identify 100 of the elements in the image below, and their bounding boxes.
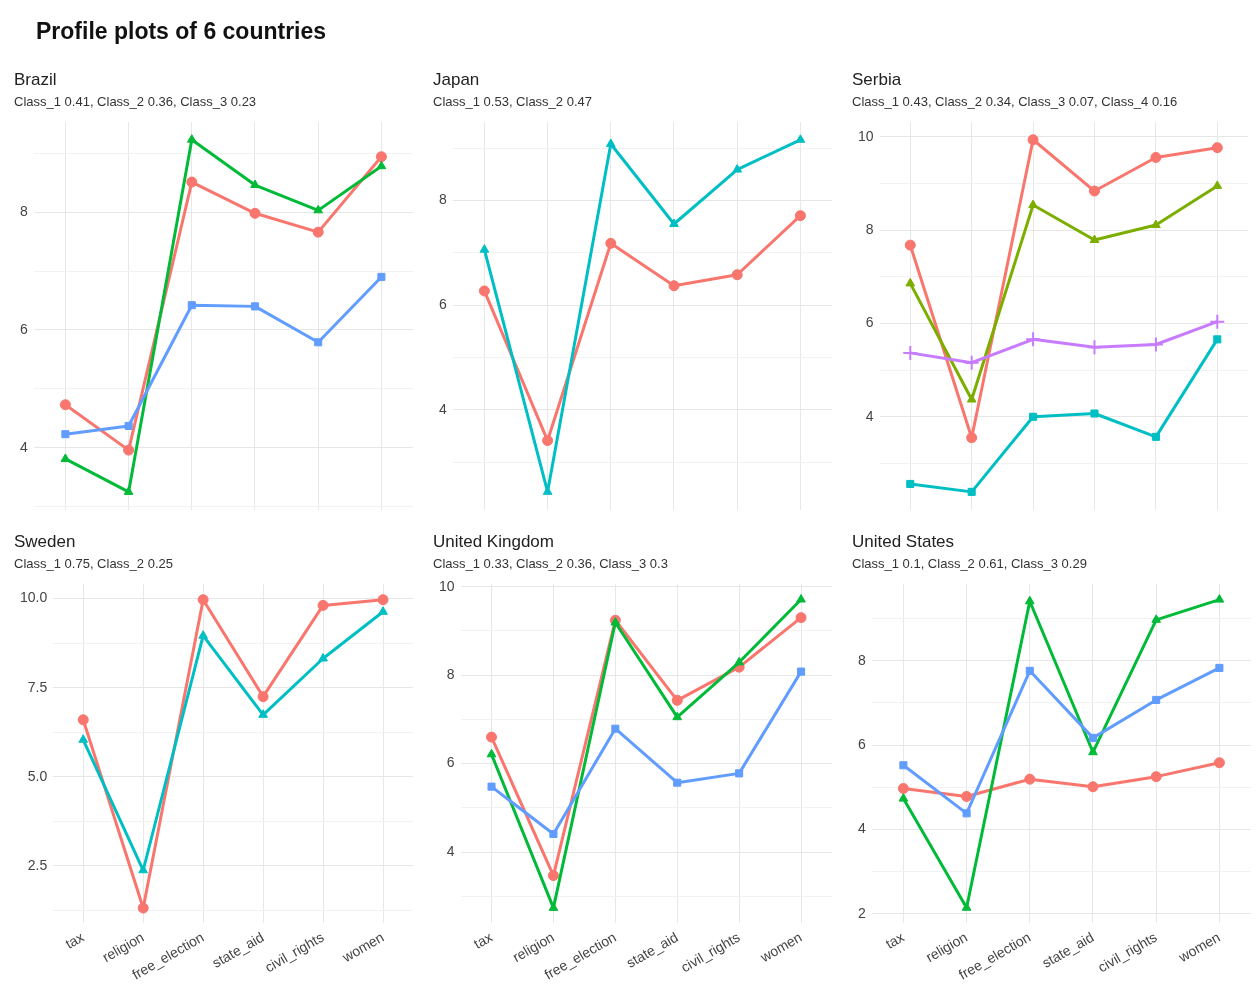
point bbox=[1213, 757, 1225, 769]
point bbox=[313, 204, 324, 214]
point bbox=[317, 599, 329, 611]
y-tick-label: 8 bbox=[446, 666, 455, 683]
chart-title: Japan bbox=[433, 69, 480, 89]
y-tick-label: 8 bbox=[865, 221, 874, 238]
point bbox=[966, 432, 978, 444]
point bbox=[1150, 151, 1162, 163]
point bbox=[60, 453, 71, 462]
y-tick-label: 2 bbox=[857, 904, 866, 921]
point bbox=[486, 731, 498, 743]
point bbox=[673, 778, 682, 787]
point bbox=[1215, 663, 1224, 672]
point bbox=[312, 226, 324, 238]
point bbox=[1151, 432, 1160, 441]
point bbox=[123, 486, 134, 495]
point bbox=[668, 280, 680, 292]
point bbox=[123, 444, 135, 456]
point bbox=[249, 207, 261, 219]
chart-title: Serbia bbox=[852, 69, 902, 89]
point bbox=[1088, 733, 1098, 742]
point bbox=[794, 210, 806, 222]
point bbox=[318, 653, 328, 662]
y-tick-label: 7.5 bbox=[27, 678, 48, 695]
point bbox=[967, 487, 976, 496]
chart-subtitle: Class_1 0.41, Class_2 0.36, Class_3 0.23 bbox=[14, 93, 257, 109]
point bbox=[378, 606, 388, 615]
point bbox=[487, 782, 496, 791]
point bbox=[1086, 339, 1103, 356]
point bbox=[1151, 219, 1161, 229]
y-tick-label: 10 bbox=[438, 577, 455, 594]
y-tick-label: 4 bbox=[446, 842, 455, 859]
y-tick-label: 6 bbox=[857, 735, 866, 752]
chart-title: United Kingdom bbox=[433, 531, 554, 551]
point bbox=[899, 761, 908, 770]
point bbox=[605, 237, 617, 249]
point bbox=[377, 272, 386, 281]
point bbox=[1209, 313, 1226, 330]
point bbox=[375, 151, 387, 163]
point bbox=[795, 134, 806, 143]
point bbox=[78, 734, 89, 743]
point bbox=[966, 394, 977, 403]
point bbox=[542, 435, 554, 447]
point bbox=[250, 179, 260, 189]
point bbox=[59, 399, 71, 411]
point bbox=[732, 164, 743, 173]
point bbox=[731, 269, 743, 281]
point bbox=[250, 302, 260, 311]
chart-title: Brazil bbox=[14, 69, 57, 89]
y-tick-label: 4 bbox=[865, 407, 874, 424]
point bbox=[734, 656, 744, 666]
point bbox=[186, 176, 198, 188]
point bbox=[962, 809, 971, 818]
chart-subtitle: Class_1 0.1, Class_2 0.61, Class_3 0.29 bbox=[852, 555, 1087, 571]
y-tick-label: 4 bbox=[19, 438, 28, 455]
point bbox=[905, 277, 916, 287]
point bbox=[1212, 180, 1223, 189]
point bbox=[1025, 331, 1042, 348]
point bbox=[61, 430, 70, 439]
point bbox=[186, 134, 197, 143]
x-tick-label: tax bbox=[470, 928, 495, 952]
y-tick-label: 6 bbox=[438, 295, 447, 312]
point bbox=[1025, 666, 1034, 675]
point bbox=[735, 769, 744, 778]
y-tick-label: 2.5 bbox=[27, 856, 48, 873]
point bbox=[1214, 594, 1225, 603]
point bbox=[906, 479, 915, 488]
point bbox=[1213, 335, 1222, 344]
point bbox=[138, 864, 149, 874]
point bbox=[376, 160, 387, 170]
point bbox=[669, 218, 679, 227]
y-tick-label: 8 bbox=[438, 191, 447, 208]
x-tick-label: tax bbox=[882, 928, 907, 952]
point bbox=[314, 338, 323, 347]
point bbox=[1150, 771, 1162, 783]
point bbox=[1089, 234, 1100, 244]
point bbox=[898, 793, 909, 802]
point bbox=[547, 870, 559, 882]
point bbox=[257, 691, 269, 703]
point bbox=[672, 711, 683, 721]
chart-subtitle: Class_1 0.43, Class_2 0.34, Class_3 0.07, Class_4 0.16 bbox=[852, 93, 1178, 109]
point bbox=[1087, 781, 1099, 793]
point bbox=[1027, 134, 1039, 146]
point bbox=[1088, 746, 1098, 756]
chart-title: United States bbox=[852, 531, 955, 551]
point bbox=[904, 239, 916, 251]
chart-subtitle: Class_1 0.75, Class_2 0.25 bbox=[14, 555, 173, 571]
point bbox=[1029, 412, 1038, 421]
point bbox=[671, 694, 683, 706]
point bbox=[1147, 336, 1164, 353]
point bbox=[549, 829, 558, 839]
point bbox=[486, 748, 497, 758]
x-tick-label: tax bbox=[62, 928, 87, 952]
point bbox=[137, 902, 149, 914]
point bbox=[198, 630, 208, 639]
y-tick-label: 8 bbox=[19, 202, 28, 219]
y-tick-label: 4 bbox=[857, 820, 866, 837]
y-tick-label: 4 bbox=[438, 400, 447, 417]
point bbox=[796, 593, 806, 603]
point bbox=[77, 714, 89, 726]
